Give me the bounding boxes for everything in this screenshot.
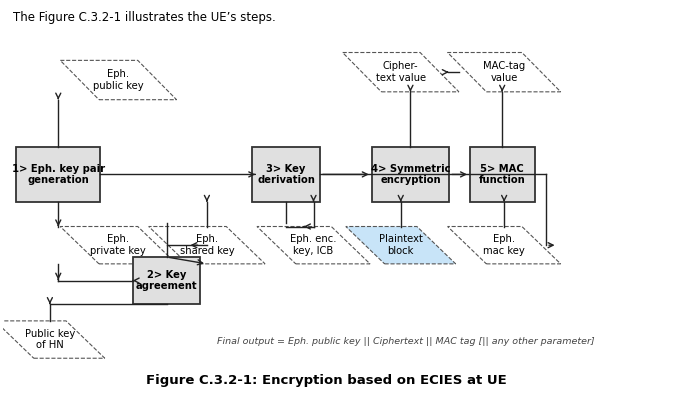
Text: Figure C.3.2-1: Encryption based on ECIES at UE: Figure C.3.2-1: Encryption based on ECIE… (146, 374, 507, 387)
Polygon shape (447, 53, 561, 92)
Text: Plaintext
block: Plaintext block (379, 234, 422, 256)
Bar (372, 147, 450, 202)
Text: Eph.
private key: Eph. private key (91, 234, 146, 256)
Bar (470, 147, 535, 202)
Polygon shape (343, 53, 459, 92)
Polygon shape (257, 227, 370, 264)
Text: 2> Key
agreement: 2> Key agreement (135, 270, 197, 291)
Bar (133, 257, 200, 304)
Polygon shape (149, 227, 265, 264)
Text: Final output = Eph. public key || Ciphertext || MAC tag [|| any other parameter]: Final output = Eph. public key || Cipher… (217, 337, 594, 346)
Text: Public key
of HN: Public key of HN (25, 329, 75, 350)
Polygon shape (0, 321, 105, 358)
Polygon shape (60, 60, 177, 100)
Text: Cipher-
text value: Cipher- text value (376, 61, 426, 83)
Text: MAC-tag
value: MAC-tag value (483, 61, 525, 83)
Text: 5> MAC
function: 5> MAC function (479, 164, 525, 185)
Polygon shape (447, 227, 561, 264)
Polygon shape (346, 227, 456, 264)
Text: Eph.
mac key: Eph. mac key (483, 234, 525, 256)
Bar (252, 147, 320, 202)
Text: The Figure C.3.2-1 illustrates the UE’s steps.: The Figure C.3.2-1 illustrates the UE’s … (13, 11, 276, 24)
Text: 3> Key
derivation: 3> Key derivation (257, 164, 315, 185)
Text: Eph. enc.
key, ICB: Eph. enc. key, ICB (290, 234, 336, 256)
Text: Eph.
public key: Eph. public key (93, 69, 144, 91)
Polygon shape (60, 227, 177, 264)
Bar (16, 147, 100, 202)
Text: 1> Eph. key pair
generation: 1> Eph. key pair generation (12, 164, 105, 185)
Text: 4> Symmetric
encryption: 4> Symmetric encryption (371, 164, 450, 185)
Text: Eph.
shared key: Eph. shared key (179, 234, 234, 256)
